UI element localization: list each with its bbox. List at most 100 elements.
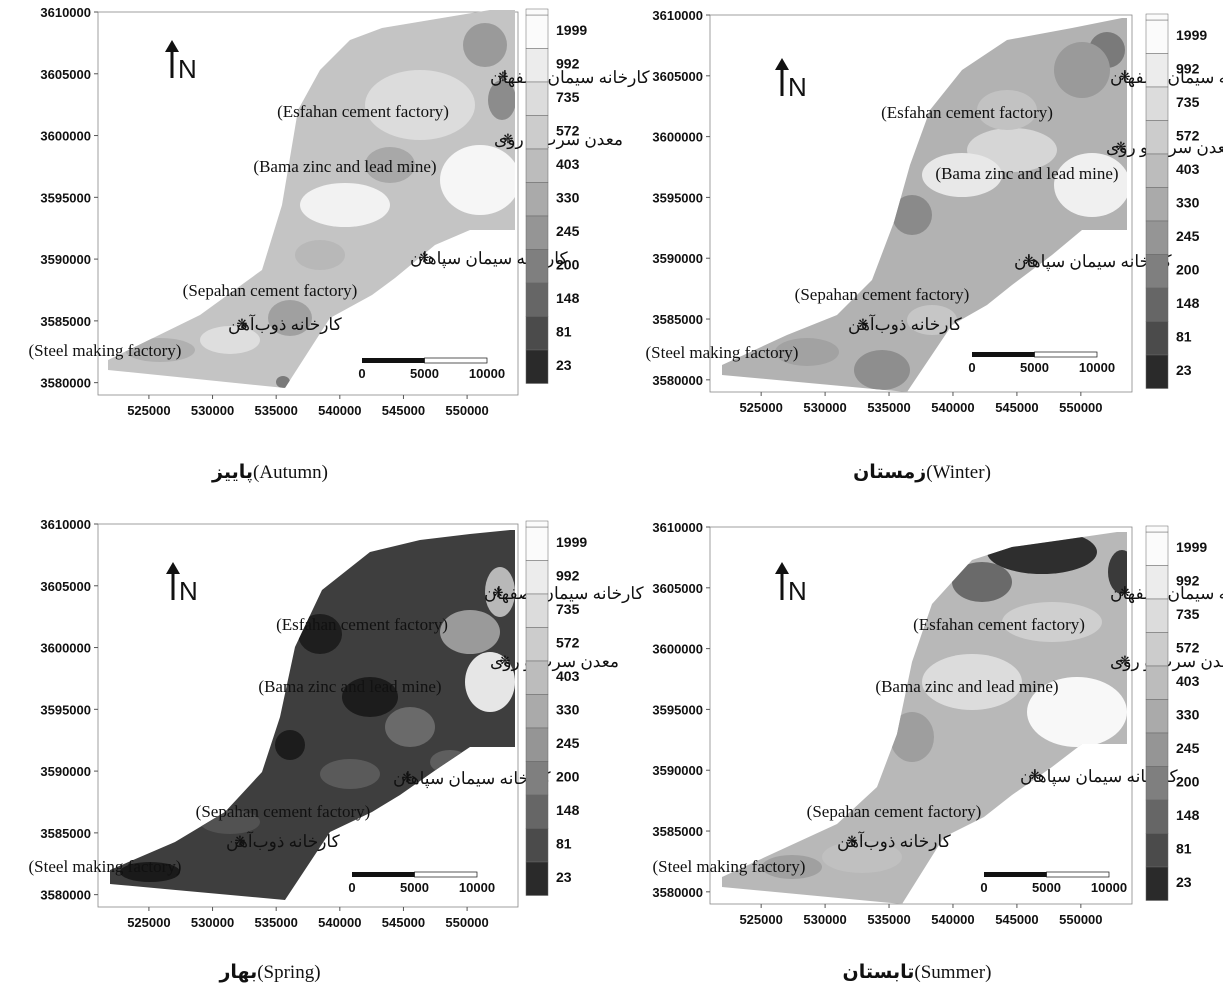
contour-fill xyxy=(125,23,515,388)
legend-label: 992 xyxy=(556,568,580,584)
caption-winter-fa: زمستان xyxy=(853,461,927,483)
legend-swatch xyxy=(525,828,549,863)
legend-swatch xyxy=(525,794,549,829)
legend-swatch xyxy=(1145,565,1169,600)
legend-swatch xyxy=(1145,53,1169,88)
legend-label: 148 xyxy=(1176,295,1200,311)
y-tick-label: 3580000 xyxy=(40,888,91,903)
site-label-en: (Bama zinc and lead mine) xyxy=(935,164,1118,183)
legend-swatch xyxy=(1145,86,1169,121)
y-tick-label: 3585000 xyxy=(652,312,703,327)
x-tick-label: 540000 xyxy=(318,915,361,930)
legend-label: 330 xyxy=(1176,707,1200,723)
legend-label: 403 xyxy=(1176,161,1200,177)
site-marker-icon: ❋ xyxy=(419,251,430,266)
legend-swatch xyxy=(525,48,549,83)
site-label-en: (Bama zinc and lead mine) xyxy=(875,677,1058,696)
legend-swatch xyxy=(1145,220,1169,255)
scale-bar-label: 5000 xyxy=(410,366,439,381)
contour-zone xyxy=(922,153,1002,197)
legend-swatch xyxy=(525,182,549,217)
scale-bar-label: 0 xyxy=(968,360,975,375)
y-tick-label: 3590000 xyxy=(40,252,91,267)
y-tick-label: 3590000 xyxy=(652,251,703,266)
contour-zone xyxy=(120,862,180,882)
map-panel-summer: 525000 530000 535000 540000 545000 550000 3580… xyxy=(652,520,1223,927)
legend-label: 23 xyxy=(556,869,572,885)
contour-zone xyxy=(268,300,312,336)
site-label-en: (Esfahan cement factory) xyxy=(913,615,1085,634)
legend-swatch xyxy=(525,727,549,762)
scale-bar-label: 5000 xyxy=(1032,880,1061,895)
site-label-en: (Sepahan cement factory) xyxy=(183,281,358,300)
contour-zone xyxy=(762,855,822,879)
contour-zone xyxy=(922,654,1022,710)
plot-frame xyxy=(97,523,519,908)
legend-swatch xyxy=(1145,525,1169,533)
scale-bar-label: 0 xyxy=(358,366,365,381)
scale-bar-black xyxy=(362,358,425,363)
legend-label: 403 xyxy=(1176,673,1200,689)
x-tick-label: 540000 xyxy=(931,912,974,927)
legend-swatch xyxy=(1145,354,1169,389)
site-label-en: (Bama zinc and lead mine) xyxy=(258,677,441,696)
contour-zone xyxy=(276,376,290,388)
legend-swatch xyxy=(1145,153,1169,188)
legend-swatch xyxy=(1145,799,1169,834)
color-legend: 1999 992 735 572 403 330 245 200 148 81 23 xyxy=(1145,525,1207,901)
legend-label: 23 xyxy=(556,357,572,373)
contour-zone xyxy=(440,610,500,654)
scale-bar-label: 10000 xyxy=(1091,880,1127,895)
contour-zone xyxy=(987,532,1097,574)
legend-label: 1999 xyxy=(1176,27,1207,43)
y-tick-label: 3605000 xyxy=(652,69,703,84)
contour-zone xyxy=(1054,42,1110,98)
contour-zone xyxy=(440,145,515,215)
contour-zone xyxy=(775,338,839,366)
y-tick-label: 3590000 xyxy=(652,763,703,778)
legend-label: 735 xyxy=(556,89,580,105)
legend-label: 200 xyxy=(556,257,580,273)
scale-bar-label: 5000 xyxy=(400,880,429,895)
site-label-en: (Esfahan cement factory) xyxy=(277,102,449,121)
y-tick-label: 3600000 xyxy=(652,642,703,657)
x-tick-label: 545000 xyxy=(995,912,1038,927)
y-tick-label: 3580000 xyxy=(40,376,91,391)
caption-winter: زمستان(Winter) xyxy=(832,461,1012,484)
map-panel-autumn: 525000 530000 535000 540000 545000 550000 3580… xyxy=(29,5,651,418)
x-tick-label: 535000 xyxy=(254,403,297,418)
contour-zone xyxy=(365,70,475,140)
north-arrow-icon xyxy=(165,40,179,52)
contour-zone xyxy=(854,350,910,390)
contour-zone xyxy=(385,707,435,747)
site-marker-icon: ❋ xyxy=(1120,586,1131,601)
x-tick-label: 525000 xyxy=(127,403,170,418)
legend-swatch xyxy=(1145,531,1169,566)
x-tick-label: 550000 xyxy=(445,403,488,418)
legend-swatch xyxy=(525,282,549,317)
color-legend: 1999 992 735 572 403 330 245 200 148 81 23 xyxy=(1145,13,1207,389)
scale-bar-white xyxy=(424,357,488,364)
scale-bar-label: 10000 xyxy=(1079,360,1115,375)
contour-zone xyxy=(952,562,1012,602)
legend-label: 1999 xyxy=(556,22,587,38)
x-tick-label: 545000 xyxy=(382,403,425,418)
contour-zone xyxy=(300,183,390,227)
legend-label: 81 xyxy=(1176,841,1192,857)
plot-frame xyxy=(709,526,1133,905)
caption-autumn-en: (Autumn) xyxy=(253,462,328,483)
contour-zone xyxy=(275,730,305,760)
legend-label: 735 xyxy=(1176,606,1200,622)
site-label-en: (Steel making factory) xyxy=(29,341,182,360)
contour-zone xyxy=(485,567,515,617)
legend-label: 81 xyxy=(1176,329,1192,345)
contour-zone xyxy=(822,841,902,873)
contour-zone xyxy=(890,712,934,762)
contour-zone xyxy=(320,759,380,789)
caption-autumn: پاییز(Autumn) xyxy=(190,461,350,484)
x-tick-label: 550000 xyxy=(1059,400,1102,415)
legend-swatch xyxy=(525,761,549,796)
y-tick-label: 3585000 xyxy=(40,826,91,841)
legend-label: 200 xyxy=(556,769,580,785)
x-tick-label: 540000 xyxy=(318,403,361,418)
